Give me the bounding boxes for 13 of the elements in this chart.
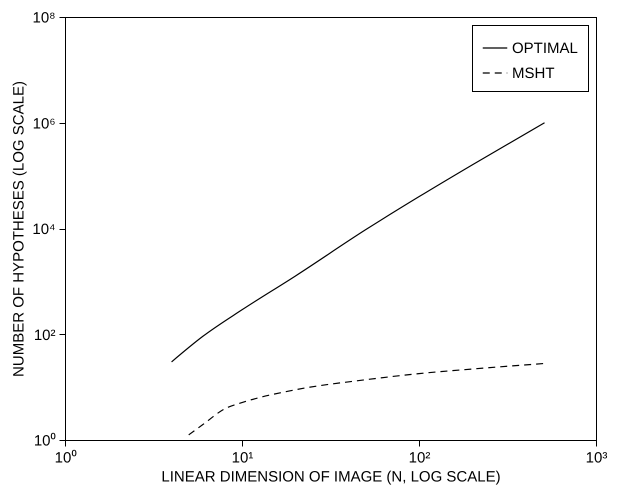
y-tick-label: 10⁶ (32, 115, 56, 132)
y-tick-label: 10⁰ (34, 432, 56, 450)
y-tick-label: 10⁸ (32, 10, 56, 26)
y-tick-label: 10⁴ (32, 221, 56, 238)
y-tick-label: 10² (34, 326, 56, 344)
x-tick-label: 10² (408, 450, 430, 466)
y-axis-title: NUMBER OF HYPOTHESES (LOG SCALE) (10, 81, 28, 377)
legend-label: OPTIMAL (512, 40, 578, 57)
x-tick-label: 10³ (586, 450, 608, 466)
x-tick-label: 10⁰ (54, 450, 76, 466)
x-tick-label: 10¹ (232, 450, 254, 466)
x-axis-title: LINEAR DIMENSION OF IMAGE (N, LOG SCALE) (161, 468, 501, 486)
legend-label: MSHT (512, 65, 554, 82)
